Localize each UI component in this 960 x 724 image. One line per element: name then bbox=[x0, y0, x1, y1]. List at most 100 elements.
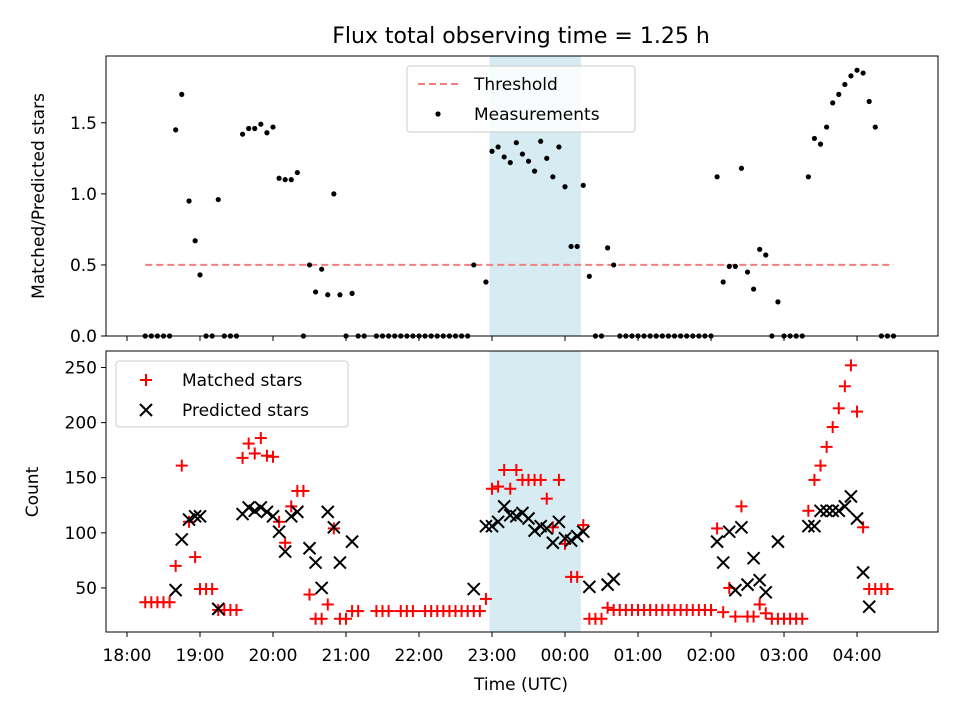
matched-star-point bbox=[315, 612, 328, 625]
measurement-point bbox=[513, 140, 519, 146]
measurement-point bbox=[252, 125, 258, 132]
matched-star-point bbox=[340, 612, 353, 625]
predicted-star-point bbox=[807, 519, 822, 533]
measurement-point bbox=[574, 243, 580, 250]
measurement-point bbox=[215, 196, 221, 203]
matched-star-point bbox=[802, 504, 815, 517]
legend-threshold-label: Threshold bbox=[473, 75, 558, 95]
measurement-point bbox=[763, 252, 769, 258]
bottom-plot-frame bbox=[105, 350, 939, 633]
matched-star-point bbox=[189, 551, 202, 564]
matched-star-point bbox=[175, 459, 188, 472]
measurement-point bbox=[805, 174, 811, 180]
matched-star-point bbox=[254, 432, 267, 445]
measurement-point bbox=[306, 262, 313, 268]
measurement-point bbox=[860, 70, 866, 76]
measurement-point bbox=[525, 158, 532, 164]
matched-star-point bbox=[260, 449, 273, 462]
measurement-point bbox=[186, 198, 192, 204]
measurement-point bbox=[538, 138, 544, 144]
observing-time-span-bottom bbox=[489, 351, 581, 632]
matched-star-point bbox=[473, 605, 486, 618]
bottom-y-tick-label: 100 bbox=[65, 524, 97, 544]
matched-star-point bbox=[504, 482, 517, 495]
top-panel: Flux total observing time = 1.25 h 0.00.… bbox=[29, 24, 939, 347]
predicted-star-point bbox=[825, 504, 840, 518]
bottom-y-axis-label: Count bbox=[23, 466, 43, 517]
matched-star-point bbox=[729, 610, 742, 623]
x-axis-label: Time (UTC) bbox=[473, 675, 568, 695]
matched-star-point bbox=[297, 484, 310, 497]
matched-star-point bbox=[510, 464, 523, 477]
top-y-tick-label: 0.0 bbox=[70, 327, 97, 347]
measurement-point bbox=[489, 148, 495, 154]
measurement-point bbox=[337, 292, 343, 298]
predicted-star-point bbox=[302, 541, 317, 555]
predicted-star-point bbox=[321, 505, 335, 519]
bottom-legend-box bbox=[115, 360, 349, 428]
legend-matched-label: Matched stars bbox=[182, 371, 302, 391]
measurement-point bbox=[519, 151, 526, 157]
measurement-point bbox=[531, 168, 538, 174]
measurement-point bbox=[556, 144, 562, 150]
measurement-point bbox=[197, 272, 203, 278]
predicted-star-point bbox=[740, 577, 755, 592]
predicted-star-point bbox=[752, 573, 767, 587]
measurement-point bbox=[501, 154, 507, 160]
measurement-point bbox=[854, 67, 860, 73]
bottom-y-tick-label: 50 bbox=[75, 579, 97, 599]
measurement-point bbox=[611, 262, 617, 268]
predicted-star-point bbox=[521, 511, 536, 526]
measurement-point bbox=[757, 246, 763, 252]
predicted-star-point bbox=[734, 520, 749, 535]
top-y-tick-label: 1.5 bbox=[70, 114, 97, 134]
matched-star-point bbox=[838, 380, 851, 393]
measurement-point bbox=[282, 177, 288, 183]
predicted-star-point bbox=[254, 500, 268, 515]
predicted-star-point bbox=[467, 582, 481, 596]
predicted-star-point bbox=[606, 572, 621, 586]
matched-star-point bbox=[881, 583, 894, 596]
predicted-star-point bbox=[570, 529, 584, 543]
predicted-star-point bbox=[345, 534, 359, 549]
matched-star-point bbox=[486, 482, 499, 495]
x-tick-label: 18:00 bbox=[103, 646, 152, 666]
measurement-point bbox=[239, 131, 246, 137]
matched-star-point bbox=[236, 451, 249, 464]
measurement-point bbox=[848, 73, 854, 79]
top-y-tick-label: 1.0 bbox=[70, 185, 97, 205]
predicted-star-point bbox=[546, 536, 560, 550]
measurement-point bbox=[568, 243, 574, 250]
measurement-point bbox=[744, 269, 751, 275]
predicted-star-point bbox=[838, 499, 852, 514]
matched-star-point bbox=[820, 440, 833, 453]
measurement-point bbox=[817, 141, 824, 147]
matched-star-point bbox=[753, 598, 766, 611]
predicted-star-point bbox=[771, 534, 785, 549]
predicted-star-point bbox=[862, 599, 876, 614]
bottom-y-tick-label: 200 bbox=[65, 414, 97, 434]
measurement-point bbox=[830, 100, 836, 106]
matched-star-point bbox=[382, 605, 395, 618]
predicted-star-point bbox=[308, 555, 323, 570]
top-plot-frame bbox=[105, 55, 939, 337]
predicted-star-point bbox=[850, 511, 864, 526]
x-tick-label: 22:00 bbox=[395, 646, 444, 666]
measurement-point bbox=[586, 273, 592, 279]
matched-star-point bbox=[851, 405, 864, 418]
measurement-point bbox=[495, 144, 501, 150]
measurement-point bbox=[258, 121, 264, 127]
matched-star-point bbox=[242, 437, 255, 450]
bottom-y-axis: 50 100 150 200 250 bbox=[65, 359, 106, 599]
measurement-point bbox=[738, 165, 745, 171]
measurement-point bbox=[276, 175, 282, 181]
measurement-point bbox=[319, 266, 325, 272]
matched-star-point bbox=[230, 603, 243, 616]
predicted-star-point bbox=[260, 505, 274, 519]
matched-star-point bbox=[534, 473, 547, 486]
predicted-star-point bbox=[759, 585, 773, 600]
top-legend: Threshold Measurements bbox=[406, 65, 636, 133]
legend-matched-swatch bbox=[140, 374, 152, 386]
predicted-star-point bbox=[582, 580, 597, 594]
matched-star-point bbox=[303, 588, 316, 601]
